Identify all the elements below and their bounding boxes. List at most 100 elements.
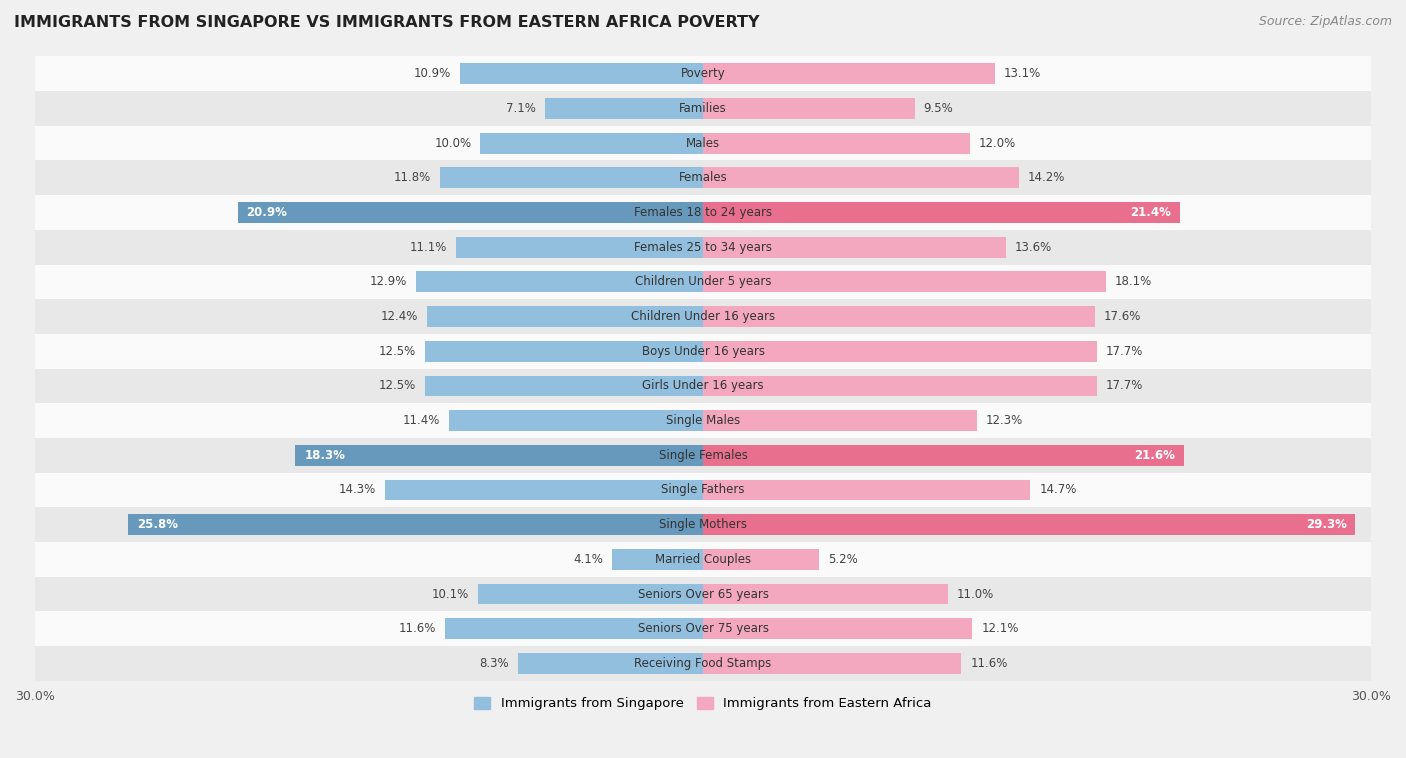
Text: Boys Under 16 years: Boys Under 16 years xyxy=(641,345,765,358)
Bar xyxy=(35,577,1371,612)
Text: 12.9%: 12.9% xyxy=(370,275,406,288)
Bar xyxy=(703,375,1097,396)
Bar xyxy=(703,514,1355,535)
Bar xyxy=(612,549,703,570)
Text: Children Under 5 years: Children Under 5 years xyxy=(634,275,772,288)
Text: 20.9%: 20.9% xyxy=(246,206,287,219)
Text: 5.2%: 5.2% xyxy=(828,553,858,566)
Bar xyxy=(519,653,703,674)
Text: Single Females: Single Females xyxy=(658,449,748,462)
Bar xyxy=(478,584,703,604)
Bar xyxy=(703,480,1031,500)
Bar xyxy=(35,56,1371,91)
Bar xyxy=(460,64,703,84)
Text: Seniors Over 75 years: Seniors Over 75 years xyxy=(637,622,769,635)
Text: 13.6%: 13.6% xyxy=(1015,240,1052,254)
Text: 14.2%: 14.2% xyxy=(1028,171,1066,184)
Bar xyxy=(703,202,1180,223)
Bar xyxy=(385,480,703,500)
Bar xyxy=(444,619,703,639)
Text: 10.1%: 10.1% xyxy=(432,587,470,600)
Text: 25.8%: 25.8% xyxy=(138,518,179,531)
Bar xyxy=(425,375,703,396)
Text: 17.7%: 17.7% xyxy=(1107,380,1143,393)
Text: Single Males: Single Males xyxy=(666,414,740,427)
Bar xyxy=(703,653,962,674)
Bar xyxy=(703,236,1005,258)
Bar xyxy=(546,98,703,119)
Bar xyxy=(703,64,994,84)
Text: 11.4%: 11.4% xyxy=(404,414,440,427)
Bar xyxy=(703,410,977,431)
Text: Married Couples: Married Couples xyxy=(655,553,751,566)
Text: 17.7%: 17.7% xyxy=(1107,345,1143,358)
Bar xyxy=(128,514,703,535)
Bar xyxy=(703,619,973,639)
Text: 11.0%: 11.0% xyxy=(957,587,994,600)
Text: Males: Males xyxy=(686,136,720,149)
Text: 12.3%: 12.3% xyxy=(986,414,1024,427)
Text: Poverty: Poverty xyxy=(681,67,725,80)
Bar xyxy=(35,265,1371,299)
Text: 12.0%: 12.0% xyxy=(979,136,1017,149)
Bar xyxy=(703,584,948,604)
Bar xyxy=(35,161,1371,195)
Legend: Immigrants from Singapore, Immigrants from Eastern Africa: Immigrants from Singapore, Immigrants fr… xyxy=(470,691,936,716)
Bar xyxy=(703,271,1107,293)
Bar xyxy=(35,542,1371,577)
Bar xyxy=(427,306,703,327)
Text: Seniors Over 65 years: Seniors Over 65 years xyxy=(637,587,769,600)
Bar xyxy=(703,133,970,154)
Text: 18.1%: 18.1% xyxy=(1115,275,1153,288)
Bar xyxy=(703,549,818,570)
Text: 29.3%: 29.3% xyxy=(1306,518,1347,531)
Text: Females: Females xyxy=(679,171,727,184)
Text: Children Under 16 years: Children Under 16 years xyxy=(631,310,775,323)
Text: Single Fathers: Single Fathers xyxy=(661,484,745,496)
Bar xyxy=(703,98,914,119)
Text: 10.9%: 10.9% xyxy=(415,67,451,80)
Bar xyxy=(703,341,1097,362)
Bar xyxy=(35,126,1371,161)
Text: Receiving Food Stamps: Receiving Food Stamps xyxy=(634,657,772,670)
Bar xyxy=(35,368,1371,403)
Text: 11.1%: 11.1% xyxy=(409,240,447,254)
Bar xyxy=(449,410,703,431)
Text: Females 18 to 24 years: Females 18 to 24 years xyxy=(634,206,772,219)
Text: 7.1%: 7.1% xyxy=(506,102,536,115)
Bar xyxy=(35,646,1371,681)
Bar xyxy=(425,341,703,362)
Text: 9.5%: 9.5% xyxy=(924,102,953,115)
Text: 12.1%: 12.1% xyxy=(981,622,1019,635)
Bar xyxy=(481,133,703,154)
Bar xyxy=(456,236,703,258)
Text: Single Mothers: Single Mothers xyxy=(659,518,747,531)
Bar xyxy=(416,271,703,293)
Bar xyxy=(703,306,1095,327)
Bar xyxy=(35,438,1371,473)
Text: 4.1%: 4.1% xyxy=(572,553,603,566)
Text: Females 25 to 34 years: Females 25 to 34 years xyxy=(634,240,772,254)
Bar xyxy=(35,299,1371,334)
Text: 8.3%: 8.3% xyxy=(479,657,509,670)
Bar xyxy=(35,473,1371,507)
Text: Families: Families xyxy=(679,102,727,115)
Bar xyxy=(35,403,1371,438)
Bar xyxy=(238,202,703,223)
Text: 14.3%: 14.3% xyxy=(339,484,375,496)
Bar xyxy=(703,445,1184,465)
Bar xyxy=(35,507,1371,542)
Text: 10.0%: 10.0% xyxy=(434,136,471,149)
Text: 21.6%: 21.6% xyxy=(1135,449,1175,462)
Text: 17.6%: 17.6% xyxy=(1104,310,1142,323)
Text: 14.7%: 14.7% xyxy=(1039,484,1077,496)
Text: 12.4%: 12.4% xyxy=(381,310,418,323)
Bar xyxy=(295,445,703,465)
Bar xyxy=(35,612,1371,646)
Bar xyxy=(35,230,1371,265)
Bar xyxy=(703,168,1019,188)
Text: 11.6%: 11.6% xyxy=(398,622,436,635)
Text: 18.3%: 18.3% xyxy=(304,449,346,462)
Text: Source: ZipAtlas.com: Source: ZipAtlas.com xyxy=(1258,15,1392,28)
Text: 11.6%: 11.6% xyxy=(970,657,1008,670)
